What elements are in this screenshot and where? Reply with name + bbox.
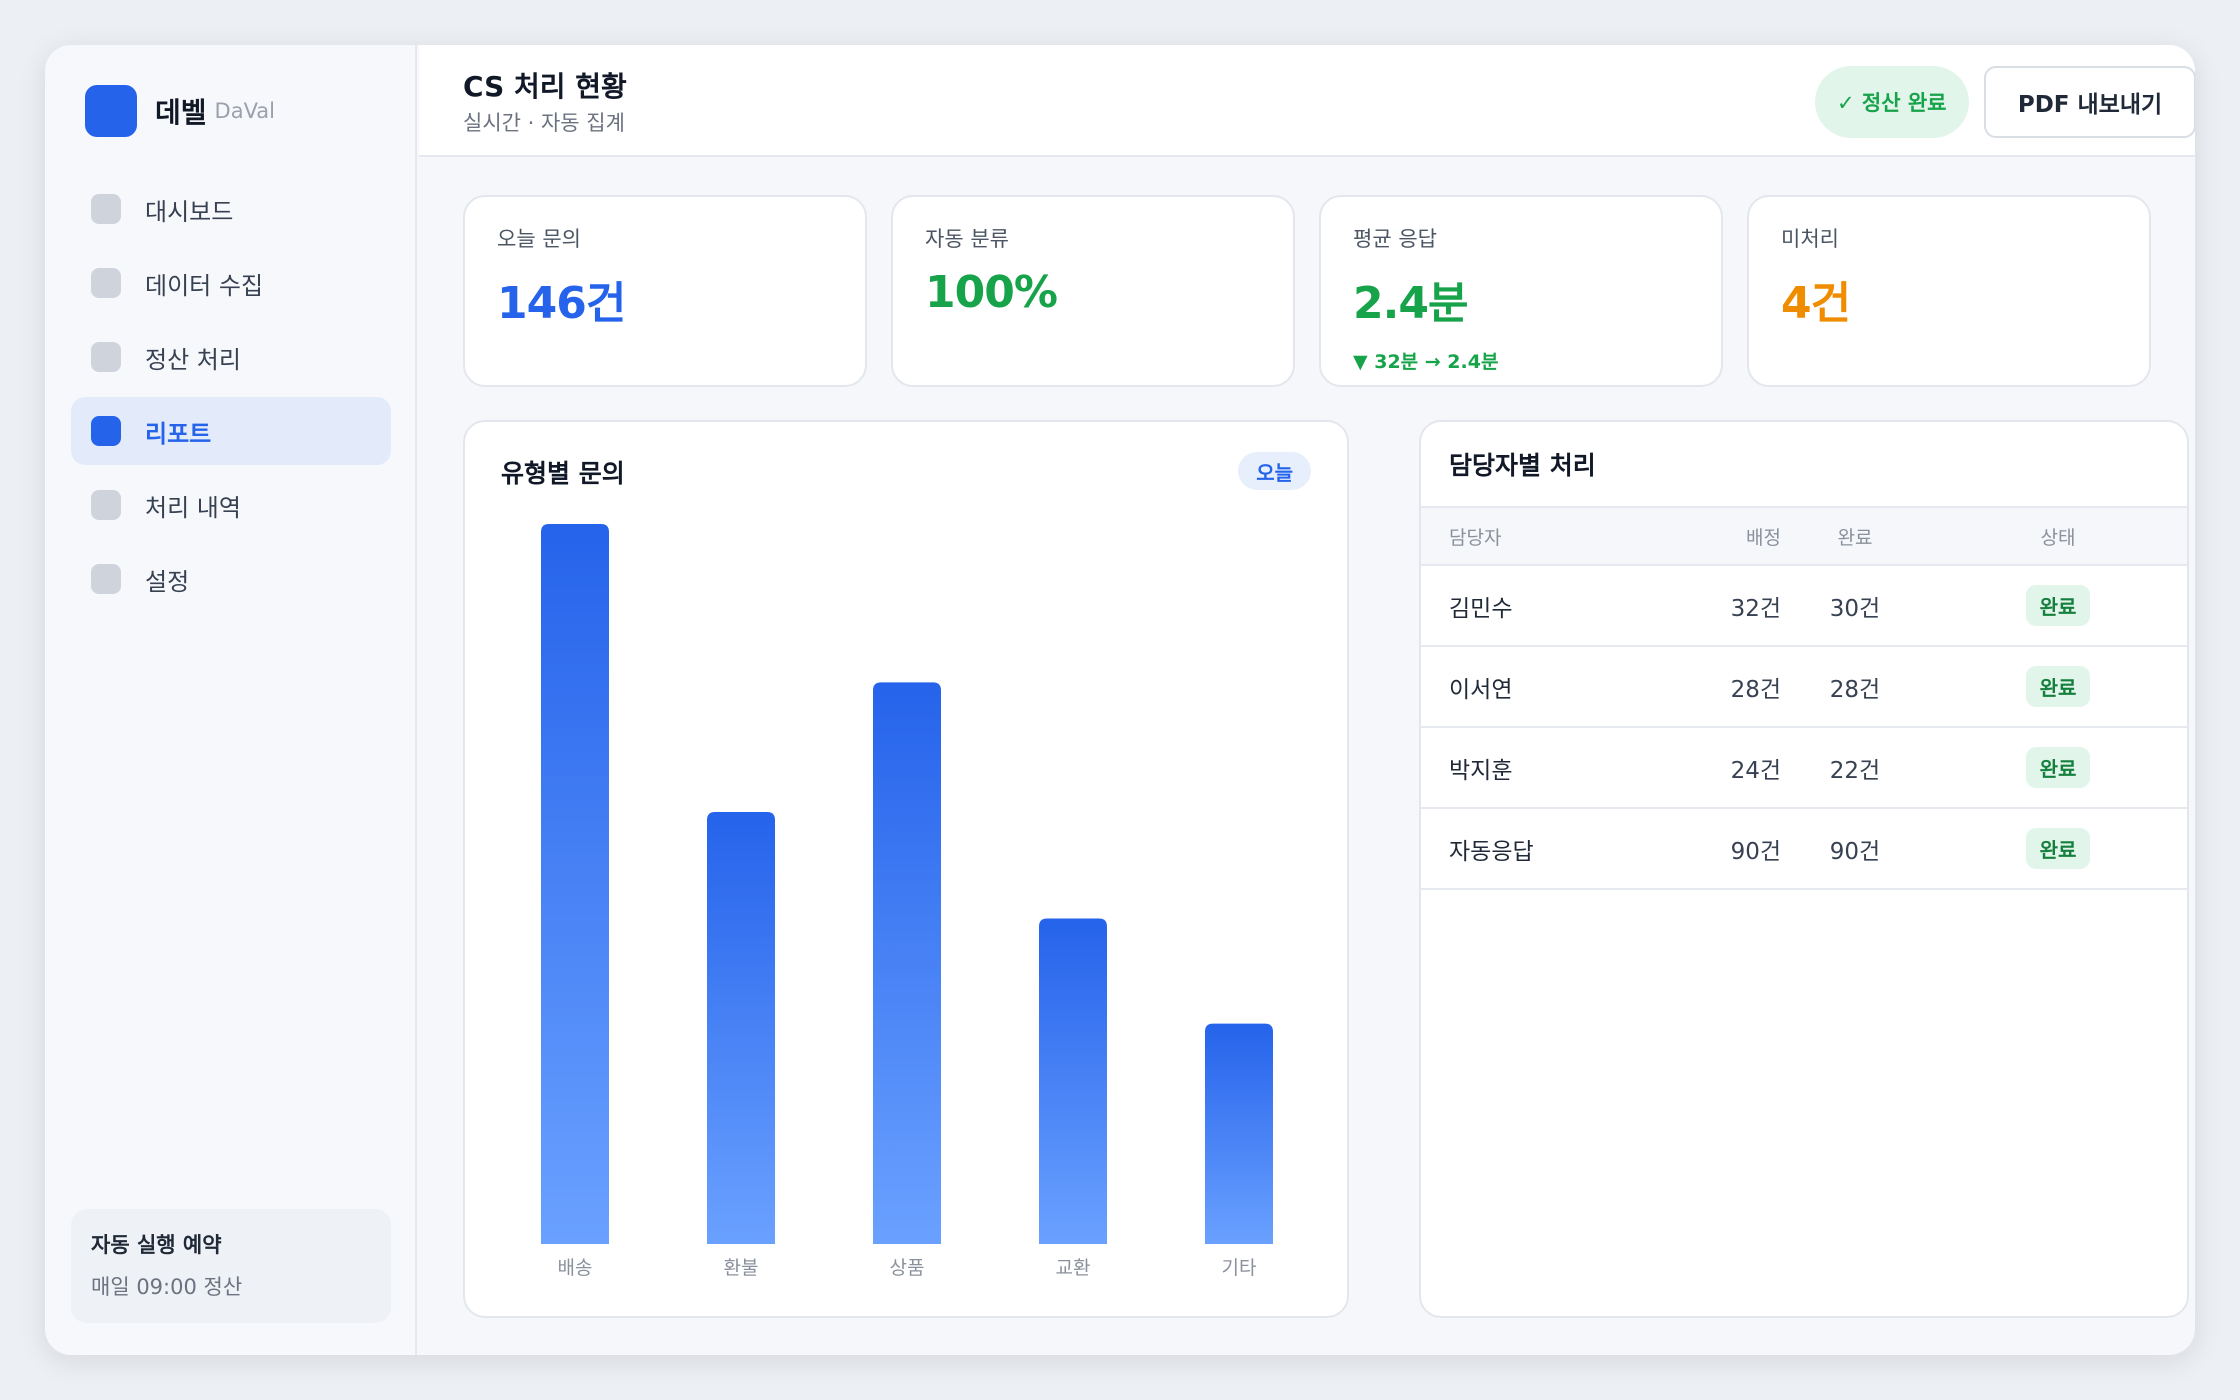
kpi-label: 오늘 문의 bbox=[497, 227, 581, 251]
sidebar-nav: 대시보드 데이터 수집 정산 처리 리포트 처리 내역 설정 bbox=[71, 175, 391, 619]
kpi-card-auto-classification: 자동 분류 100% bbox=[891, 195, 1295, 387]
status-badge: 완료 bbox=[2025, 747, 2091, 788]
column-header-assigned[interactable]: 배정 bbox=[1651, 506, 1781, 566]
brand-logo bbox=[85, 85, 137, 137]
schedule-title: 자동 실행 예약 bbox=[91, 1233, 222, 1257]
bar-상품[interactable] bbox=[873, 682, 941, 1244]
cell-state: 완료 bbox=[1929, 565, 2187, 647]
cell-done: 90건 bbox=[1781, 808, 1929, 890]
column-header-state[interactable]: 상태 bbox=[1929, 506, 2187, 566]
table-title: 담당자별 처리 bbox=[1449, 451, 1596, 480]
topbar: CS 처리 현황 실시간 · 자동 집계 ✓ 정산 완료 PDF 내보내기 bbox=[419, 45, 2195, 157]
table-row[interactable]: 이서연 28건 28건 완료 bbox=[1421, 646, 2187, 728]
report-icon bbox=[91, 416, 121, 446]
cell-state: 완료 bbox=[1929, 808, 2187, 890]
cell-assignee: 박지훈 bbox=[1421, 727, 1651, 809]
sidebar-item-dashboard[interactable]: 대시보드 bbox=[71, 175, 391, 243]
app-window: 데벨 DaVal 대시보드 데이터 수집 정산 처리 리포트 처리 내 bbox=[45, 45, 2195, 1355]
sidebar-item-report[interactable]: 리포트 bbox=[71, 397, 391, 465]
chart-title: 유형별 문의 bbox=[501, 459, 625, 488]
bar-교환[interactable] bbox=[1039, 918, 1107, 1244]
bar-chart: 배송 환불 상품 교환 기타 bbox=[541, 524, 1273, 1279]
kpi-value: 2.4분 bbox=[1353, 278, 1468, 329]
assignee-table-card: 담당자별 처리 담당자 배정 완료 상태 김민수 32건 30건 완료 bbox=[1419, 420, 2189, 1318]
x-tick-label: 상품 bbox=[890, 1257, 925, 1279]
sidebar-item-label: 리포트 bbox=[145, 419, 212, 448]
export-pdf-button[interactable]: PDF 내보내기 bbox=[1984, 66, 2195, 138]
data-collection-icon bbox=[91, 268, 121, 298]
status-badge: 완료 bbox=[2025, 585, 2091, 626]
kpi-card-unprocessed: 미처리 4건 bbox=[1747, 195, 2151, 387]
chart-period-badge[interactable]: 오늘 bbox=[1238, 452, 1311, 490]
page-title: CS 처리 현황 bbox=[463, 70, 627, 103]
chart-card: 배송 환불 상품 교환 기타 유형별 문의 오늘 bbox=[463, 420, 1349, 1318]
brand-name: 데벨 bbox=[155, 96, 207, 129]
kpi-trend-note: ▼ 32분 → 2.4분 bbox=[1353, 351, 1499, 373]
table-header-row: 담당자 배정 완료 상태 bbox=[1421, 506, 2187, 566]
x-tick-label: 환불 bbox=[724, 1257, 759, 1279]
column-header-done[interactable]: 완료 bbox=[1781, 506, 1929, 566]
cell-assigned: 90건 bbox=[1651, 808, 1781, 890]
dashboard-icon bbox=[91, 194, 121, 224]
bar-기타[interactable] bbox=[1205, 1023, 1273, 1244]
x-tick-label: 교환 bbox=[1056, 1257, 1091, 1279]
brand-sub: DaVal bbox=[214, 99, 276, 123]
cell-assignee: 자동응답 bbox=[1421, 808, 1651, 890]
kpi-card-avg-response: 평균 응답 2.4분 ▼ 32분 → 2.4분 bbox=[1319, 195, 1723, 387]
history-icon bbox=[91, 490, 121, 520]
cell-assigned: 32건 bbox=[1651, 565, 1781, 647]
sidebar-item-label: 데이터 수집 bbox=[145, 271, 264, 300]
x-tick-label: 배송 bbox=[558, 1257, 593, 1279]
bar-배송[interactable] bbox=[541, 524, 609, 1244]
settlement-icon bbox=[91, 342, 121, 372]
sidebar-item-settings[interactable]: 설정 bbox=[71, 545, 391, 613]
table-row[interactable]: 박지훈 24건 22건 완료 bbox=[1421, 727, 2187, 809]
table-row[interactable]: 자동응답 90건 90건 완료 bbox=[1421, 808, 2187, 890]
sidebar-item-data-collection[interactable]: 데이터 수집 bbox=[71, 249, 391, 317]
sidebar-item-label: 설정 bbox=[145, 567, 190, 596]
sidebar-item-label: 대시보드 bbox=[145, 197, 234, 226]
status-badge: ✓ 정산 완료 bbox=[1815, 66, 1969, 138]
page-subtitle: 실시간 · 자동 집계 bbox=[463, 111, 625, 135]
main-content: CS 처리 현황 실시간 · 자동 집계 ✓ 정산 완료 PDF 내보내기 오늘… bbox=[419, 45, 2195, 1355]
kpi-card-today-inquiries: 오늘 문의 146건 bbox=[463, 195, 867, 387]
kpi-value: 4건 bbox=[1781, 278, 1851, 329]
kpi-label: 자동 분류 bbox=[925, 227, 1009, 251]
column-header-assignee[interactable]: 담당자 bbox=[1421, 506, 1651, 566]
sidebar-item-label: 처리 내역 bbox=[145, 493, 241, 522]
status-badge: 완료 bbox=[2025, 666, 2091, 707]
sidebar-item-history[interactable]: 처리 내역 bbox=[71, 471, 391, 539]
table-row[interactable]: 김민수 32건 30건 완료 bbox=[1421, 565, 2187, 647]
cell-assignee: 이서연 bbox=[1421, 646, 1651, 728]
cell-done: 28건 bbox=[1781, 646, 1929, 728]
settings-icon bbox=[91, 564, 121, 594]
schedule-card[interactable]: 자동 실행 예약 매일 09:00 정산 bbox=[71, 1209, 391, 1323]
x-tick-label: 기타 bbox=[1222, 1257, 1257, 1279]
kpi-label: 평균 응답 bbox=[1353, 227, 1437, 251]
cell-state: 완료 bbox=[1929, 727, 2187, 809]
brand: 데벨 DaVal bbox=[85, 85, 275, 137]
bar-환불[interactable] bbox=[707, 812, 775, 1244]
sidebar-item-label: 정산 처리 bbox=[145, 345, 241, 374]
kpi-value: 146건 bbox=[497, 278, 626, 329]
cell-done: 22건 bbox=[1781, 727, 1929, 809]
sidebar: 데벨 DaVal 대시보드 데이터 수집 정산 처리 리포트 처리 내 bbox=[45, 45, 417, 1355]
cell-assigned: 24건 bbox=[1651, 727, 1781, 809]
status-badge: 완료 bbox=[2025, 828, 2091, 869]
cell-assignee: 김민수 bbox=[1421, 565, 1651, 647]
cell-state: 완료 bbox=[1929, 646, 2187, 728]
kpi-label: 미처리 bbox=[1781, 227, 1839, 251]
kpi-value: 100% bbox=[925, 267, 1058, 318]
sidebar-item-settlement[interactable]: 정산 처리 bbox=[71, 323, 391, 391]
cell-done: 30건 bbox=[1781, 565, 1929, 647]
schedule-desc: 매일 09:00 정산 bbox=[91, 1275, 243, 1299]
cell-assigned: 28건 bbox=[1651, 646, 1781, 728]
assignee-table: 담당자 배정 완료 상태 김민수 32건 30건 완료 이서연 bbox=[1421, 506, 2187, 890]
